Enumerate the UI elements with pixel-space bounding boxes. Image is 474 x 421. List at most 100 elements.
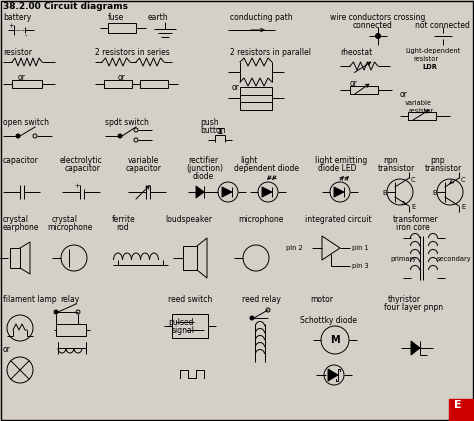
Text: rheostat: rheostat [340,48,372,57]
Text: conducting path: conducting path [230,13,292,22]
Text: microphone: microphone [47,223,92,232]
Circle shape [54,310,58,314]
Text: Schottky diode: Schottky diode [300,316,357,325]
Bar [10,248,20,268]
Text: resistor: resistor [3,48,32,57]
Text: -: - [25,32,27,38]
Text: crystal: crystal [52,215,78,224]
Bar [183,246,197,270]
Text: battery: battery [3,13,31,22]
Bar [108,23,136,33]
Text: earphone: earphone [3,223,39,232]
Text: rectifier: rectifier [188,156,218,165]
Text: pin 2: pin 2 [286,245,303,251]
Text: rod: rod [116,223,128,232]
Text: microphone: microphone [238,215,283,224]
Text: Light-dependent: Light-dependent [405,48,460,54]
Circle shape [375,34,381,38]
Text: npn: npn [383,156,398,165]
Text: resistor: resistor [413,56,438,62]
Text: or: or [232,83,240,92]
Text: C: C [411,177,416,183]
Polygon shape [222,187,232,197]
Bar [408,112,436,120]
Text: not connected: not connected [415,21,470,30]
Text: variable: variable [405,100,432,106]
Text: or: or [400,90,408,99]
Text: iron core: iron core [396,223,430,232]
Text: capacitor: capacitor [65,164,101,173]
Bar [449,399,473,421]
Text: 2 resistors in parallel: 2 resistors in parallel [230,48,311,57]
Polygon shape [196,186,204,198]
Text: or: or [3,345,11,354]
Text: pin 3: pin 3 [352,263,369,269]
Text: resistor: resistor [408,108,433,114]
Text: B: B [382,190,386,196]
Bar [12,80,42,88]
Text: electrolytic: electrolytic [60,156,103,165]
Bar [172,314,208,338]
Text: diode: diode [193,172,214,181]
Text: transformer: transformer [393,215,439,224]
Text: E: E [461,204,465,210]
Bar [104,80,132,88]
Bar [140,80,168,88]
Text: secondary: secondary [437,256,472,262]
Text: motor: motor [310,295,333,304]
Polygon shape [334,187,344,197]
Bar [56,324,86,336]
Text: B: B [432,190,437,196]
Text: reed switch: reed switch [168,295,212,304]
Text: open switch: open switch [3,118,49,127]
Polygon shape [262,187,272,197]
Text: or: or [118,73,126,82]
Text: or: or [18,73,26,82]
Text: ferrite: ferrite [112,215,136,224]
Text: LDR: LDR [422,64,437,70]
Text: E: E [411,204,415,210]
Text: spdt switch: spdt switch [105,118,149,127]
Text: wire conductors crossing: wire conductors crossing [330,13,425,22]
Text: light: light [240,156,257,165]
Text: pnp: pnp [430,156,445,165]
Text: E: E [454,400,462,410]
Text: capacitor: capacitor [126,164,162,173]
Text: integrated circuit: integrated circuit [305,215,372,224]
Text: four layer pnpn: four layer pnpn [384,303,443,312]
Text: light emitting: light emitting [315,156,367,165]
Circle shape [118,134,122,138]
Text: (junction): (junction) [186,164,223,173]
Text: relay: relay [60,295,79,304]
Text: loudspeaker: loudspeaker [165,215,212,224]
Text: +: + [8,23,14,29]
Polygon shape [328,369,338,381]
Text: reed relay: reed relay [242,295,281,304]
Text: thyristor: thyristor [388,295,421,304]
Text: C: C [461,177,465,183]
Text: dependent diode: dependent diode [234,164,299,173]
Circle shape [250,316,254,320]
Text: earth: earth [148,13,169,22]
Bar [240,87,272,95]
Text: filament lamp: filament lamp [3,295,56,304]
Text: fuse: fuse [108,13,124,22]
Text: 38.2.00 Circuit diagrams: 38.2.00 Circuit diagrams [3,2,128,11]
Text: signal: signal [172,326,195,335]
Text: transistor: transistor [378,164,415,173]
Text: 2 resistors in series: 2 resistors in series [95,48,170,57]
Bar [240,102,272,110]
Text: diode LED: diode LED [318,164,356,173]
Text: or: or [350,79,358,88]
Text: primary: primary [390,256,416,262]
Text: push: push [200,118,219,127]
Text: capacitor: capacitor [3,156,39,165]
Text: pin 1: pin 1 [352,245,369,251]
Text: M: M [330,335,340,345]
Text: transistor: transistor [425,164,462,173]
Text: variable: variable [128,156,159,165]
Text: pulsed: pulsed [168,318,193,327]
Text: +: + [74,183,80,189]
Text: crystal: crystal [3,215,29,224]
Circle shape [16,134,20,138]
